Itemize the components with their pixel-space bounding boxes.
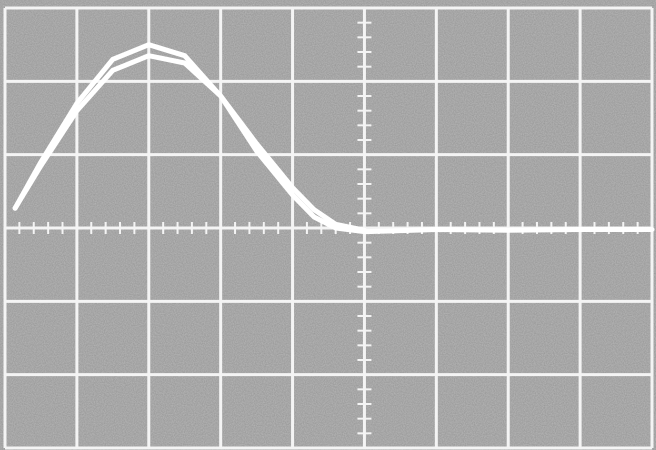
page: (() => { const data = JSON.parse(documen… bbox=[0, 0, 656, 450]
scope-screen bbox=[0, 0, 656, 450]
